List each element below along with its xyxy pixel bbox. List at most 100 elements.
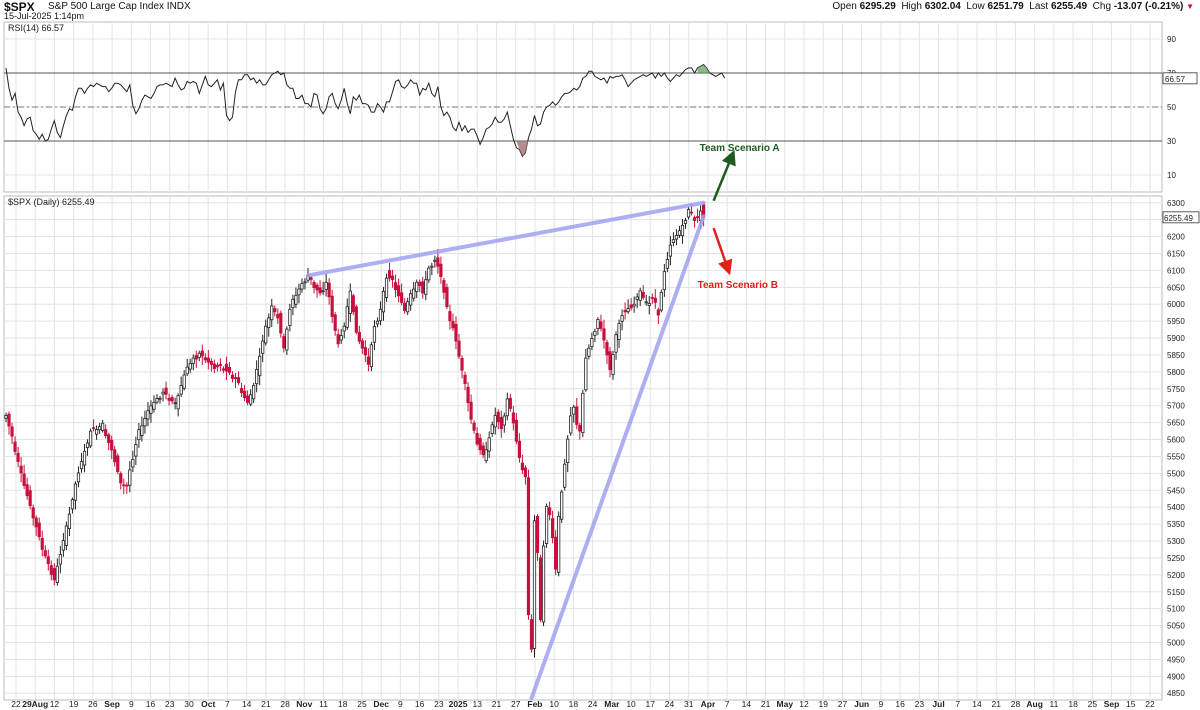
candle-body — [650, 296, 654, 299]
x-tick-label: 28 — [1011, 699, 1021, 709]
candle-body — [37, 522, 41, 538]
candle-body — [191, 357, 195, 364]
scenario-a-arrow — [712, 149, 736, 202]
candle-body — [170, 397, 174, 402]
candle-body — [363, 347, 367, 356]
candle-body — [393, 282, 398, 291]
candle-body — [593, 330, 597, 336]
x-tick-label: 27 — [511, 699, 521, 709]
candle-body — [79, 461, 84, 470]
x-tick-label: 12 — [799, 699, 809, 709]
x-tick-label: Nov — [296, 699, 312, 709]
candle-body — [288, 308, 292, 326]
candle-body — [400, 292, 404, 303]
candle-body — [10, 426, 14, 437]
x-tick-label: 29Aug — [22, 699, 48, 709]
candle-body — [110, 439, 114, 451]
ohlc-last-label: Last — [1029, 1, 1049, 12]
candle-body — [70, 499, 75, 510]
candle-body — [680, 224, 685, 237]
rsi-y-tick-label: 30 — [1167, 137, 1176, 146]
candle-body — [662, 271, 666, 291]
candle-body — [587, 347, 591, 357]
candle-body — [300, 283, 304, 290]
price-y-tick-label: 5000 — [1167, 638, 1185, 647]
price-y-tick-label: 6000 — [1167, 300, 1185, 309]
candle-body — [73, 483, 78, 501]
candle-body — [333, 314, 337, 331]
candle-body — [541, 545, 546, 623]
price-y-tick-label: 6050 — [1167, 283, 1185, 292]
candle-body — [502, 415, 506, 426]
candle-body — [194, 355, 198, 360]
candle-body — [143, 418, 147, 427]
upper-trendline — [306, 200, 706, 278]
x-tick-label: 24 — [665, 699, 675, 709]
candle-body — [614, 334, 618, 353]
candle-body — [245, 395, 250, 403]
candle-body — [647, 303, 651, 306]
candle-body — [629, 304, 633, 309]
candle-body — [354, 306, 358, 333]
candle-body — [64, 525, 68, 546]
price-y-tick-label: 5300 — [1167, 537, 1185, 546]
candle-body — [67, 513, 72, 529]
candle-body — [656, 309, 660, 316]
x-tick-label: 7 — [225, 699, 230, 709]
candle-body — [224, 363, 229, 372]
price-y-tick-label: 5750 — [1167, 385, 1185, 394]
candle-body — [294, 294, 298, 305]
candle-body — [590, 338, 594, 348]
x-tick-label: 21 — [492, 699, 502, 709]
price-y-tick-label: 5350 — [1167, 520, 1185, 529]
candle-body — [318, 287, 322, 294]
x-tick-label: 12 — [50, 699, 60, 709]
down-triangle-icon: ▼ — [1186, 2, 1194, 11]
x-tick-label: 25 — [357, 699, 367, 709]
candle-body — [665, 259, 669, 269]
x-tick-label: 18 — [1068, 699, 1078, 709]
candle-body — [445, 287, 449, 308]
candle-body — [384, 277, 389, 298]
candle-body — [164, 387, 168, 395]
candle-body — [375, 320, 380, 325]
price-y-tick-label: 5650 — [1167, 419, 1185, 428]
candle-body — [418, 281, 422, 286]
candle-body — [249, 394, 253, 405]
candle-body — [101, 422, 105, 431]
candle-body — [330, 295, 334, 317]
x-tick-label: 28 — [280, 699, 290, 709]
x-tick-label: 27 — [838, 699, 848, 709]
x-tick-label: 9 — [879, 699, 884, 709]
candle-body — [273, 308, 277, 313]
x-tick-label: 23 — [165, 699, 175, 709]
ohlc-high-label: High — [901, 1, 922, 12]
candle-body — [406, 301, 410, 313]
candle-body — [683, 220, 688, 224]
candle-body — [544, 505, 549, 544]
candle-body — [460, 358, 464, 371]
candle-body — [644, 301, 648, 304]
candle-body — [119, 473, 123, 484]
candle-body — [463, 374, 467, 385]
price-y-tick-label: 5550 — [1167, 452, 1185, 461]
x-tick-label: 25 — [1088, 699, 1098, 709]
candle-body — [360, 340, 364, 349]
candle-body — [403, 302, 407, 311]
candle-body — [16, 452, 20, 462]
candle-body — [626, 308, 630, 313]
x-tick-label: Mar — [604, 699, 620, 709]
candle-body — [55, 565, 59, 583]
x-tick-label: 31 — [684, 699, 694, 709]
candle-body — [466, 386, 470, 404]
candle-body — [608, 351, 612, 370]
candle-body — [560, 491, 564, 520]
x-tick-label: 18 — [338, 699, 348, 709]
x-tick-label: 13 — [473, 699, 483, 709]
price-current-label: 6255.49 — [1164, 214, 1193, 223]
candle-body — [31, 507, 35, 519]
candle-body — [442, 280, 446, 293]
candle-body — [526, 477, 531, 616]
price-y-tick-label: 5100 — [1167, 605, 1185, 614]
x-tick-label: 9 — [129, 699, 134, 709]
